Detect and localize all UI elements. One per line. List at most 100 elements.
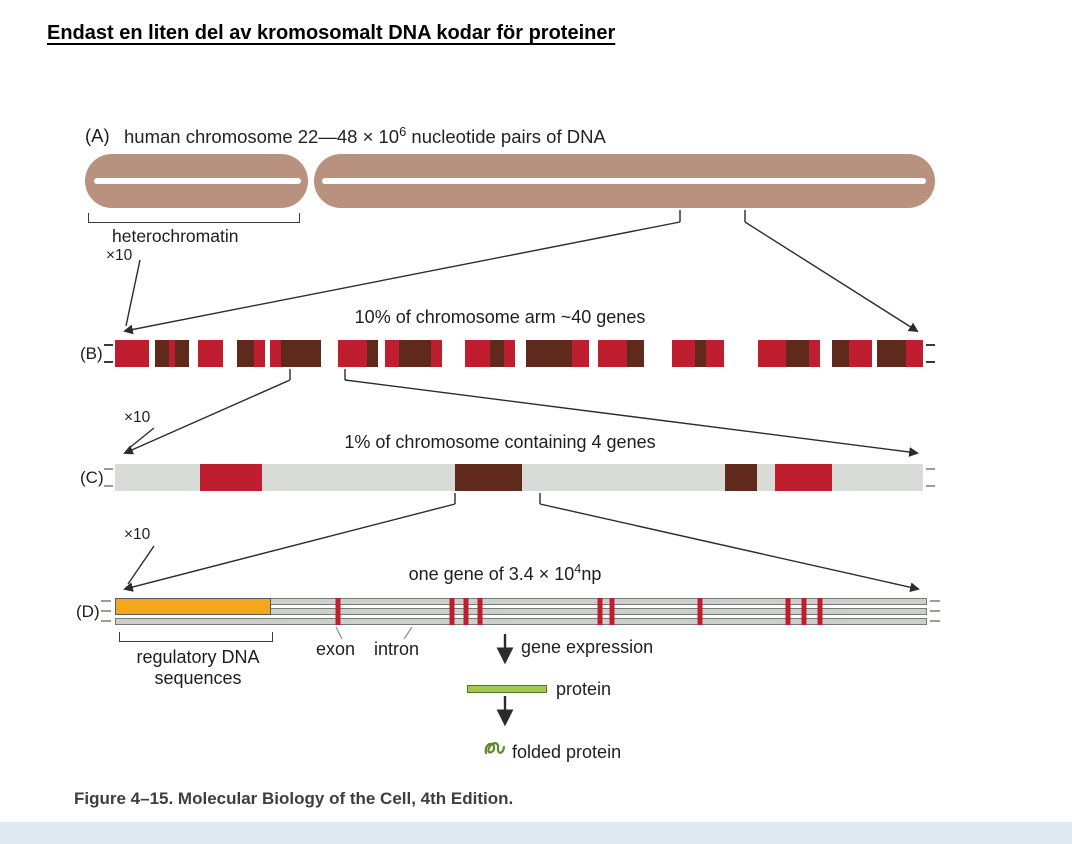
bar-b-segment: [489, 340, 504, 367]
bar-b-segment: [643, 340, 673, 367]
bar-b-segment: [198, 340, 224, 367]
bar-b-segment: [398, 340, 431, 367]
bar-b-segment: [589, 340, 599, 367]
folded-protein-label: folded protein: [512, 742, 622, 762]
bar-b-segment: [757, 340, 787, 367]
bar-b-segment: [168, 340, 176, 367]
bar-b-segment: [175, 340, 190, 367]
heterochromatin-label: heterochromatin: [112, 226, 239, 246]
exon-tick: [785, 598, 791, 625]
exon-tick: [817, 598, 823, 625]
bar-b-segment: [338, 340, 367, 367]
bar-c-block: [725, 464, 758, 491]
panel-a-heading-suffix: nucleotide pairs of DNA: [406, 126, 606, 148]
bar-b-segment: [672, 340, 696, 367]
bar-b-segment: [905, 340, 923, 367]
bar-b-segment: [695, 340, 707, 367]
footer-strip: [0, 822, 1072, 844]
exon-tick: [801, 598, 807, 625]
chromatid-line-left: [94, 178, 301, 184]
bar-b-segment: [442, 340, 465, 367]
bar-b-segment: [115, 340, 150, 367]
bar-b-segment: [321, 340, 339, 367]
exon-tick: [335, 598, 341, 625]
chromosome-region-bar: [115, 464, 923, 491]
regulatory-label: regulatory DNA sequences: [104, 647, 292, 689]
exon-tick: [463, 598, 469, 625]
figure-caption: Figure 4–15. Molecular Biology of the Ce…: [74, 789, 514, 808]
bar-b-segment: [808, 340, 821, 367]
exon-tick: [609, 598, 615, 625]
bar-b-segment: [189, 340, 199, 367]
gene-expression-label: gene expression: [521, 637, 654, 657]
bar-b-segment: [223, 340, 237, 367]
bar-b-segment: [848, 340, 872, 367]
bar-b-segment: [236, 340, 255, 367]
chromatid-line-right: [322, 178, 926, 184]
bar-b-segment: [366, 340, 379, 367]
bar-b-segment: [281, 340, 322, 367]
panel-d-heading-suffix: np: [581, 564, 602, 584]
bar-b-segment: [598, 340, 627, 367]
bar-b-segment: [723, 340, 758, 367]
bar-c-block: [199, 464, 263, 491]
bar-b-segment: [149, 340, 155, 367]
regulatory-bracket: [119, 632, 273, 642]
bar-b-segment: [820, 340, 832, 367]
panel-a-heading-prefix: human chromosome 22—48 × 10: [124, 126, 400, 148]
panel-c-label: (C): [80, 468, 104, 487]
heterochromatin-bracket: [88, 213, 300, 223]
exon-tick: [697, 598, 703, 625]
gene-bar-ticks: [115, 598, 927, 625]
bar-b-segment: [430, 340, 443, 367]
bar-b-segment: [571, 340, 590, 367]
chromosome-arm-bar: [115, 340, 923, 367]
bar-b-segment: [385, 340, 399, 367]
regulatory-label-line1: regulatory DNA: [136, 647, 260, 667]
bar-b-segment: [503, 340, 515, 367]
regulatory-block: [115, 598, 271, 615]
panel-a-label: (A): [85, 125, 110, 146]
folded-protein-icon: [484, 742, 506, 755]
exon-tick: [477, 598, 483, 625]
exon-label: exon: [316, 639, 356, 659]
bar-c-block: [455, 464, 523, 491]
panel-c-title: 1% of chromosome containing 4 genes: [344, 432, 656, 452]
bar-c-block: [775, 464, 833, 491]
exon-tick: [449, 598, 455, 625]
bar-b-segment: [154, 340, 169, 367]
exon-tick: [597, 598, 603, 625]
bar-b-segment: [269, 340, 282, 367]
gene-dna-line-3: [115, 618, 927, 625]
bar-b-segment: [831, 340, 849, 367]
bar-b-segment: [378, 340, 386, 367]
bar-b-segment: [626, 340, 644, 367]
bar-b-segment: [706, 340, 724, 367]
panel-d-heading-prefix: one gene of 3.4 × 10: [408, 564, 575, 584]
zoom-label-a: ×10: [106, 247, 133, 264]
protein-label: protein: [556, 679, 612, 699]
panel-b-title: 10% of chromosome arm ~40 genes: [354, 307, 646, 327]
bar-b-segment: [786, 340, 809, 367]
page-title: Endast en liten del av kromosomalt DNA k…: [47, 22, 616, 44]
exon-intron-pointers: [335, 626, 413, 640]
bar-b-segment: [514, 340, 527, 367]
bar-b-segment: [871, 340, 878, 367]
panel-d-label: (D): [76, 602, 100, 621]
panel-d-title: one gene of 3.4 × 104np: [115, 562, 895, 585]
zoom-label-c: ×10: [124, 526, 151, 543]
bar-b-segment: [526, 340, 572, 367]
gene-bar: [115, 598, 927, 625]
zoom-label-b: ×10: [124, 409, 151, 426]
bar-b-segment: [254, 340, 266, 367]
intron-label: intron: [374, 639, 420, 659]
panel-a-heading-exponent: 6: [399, 124, 407, 139]
zoom-fan-lines: [123, 210, 920, 593]
panel-a-heading: human chromosome 22—48 × 106 nucleotide …: [124, 124, 606, 148]
bar-b-segment: [464, 340, 490, 367]
bar-b-segment: [877, 340, 906, 367]
panel-b-label: (B): [80, 344, 103, 363]
regulatory-label-line2: sequences: [154, 668, 242, 688]
protein-bar: [467, 685, 547, 693]
